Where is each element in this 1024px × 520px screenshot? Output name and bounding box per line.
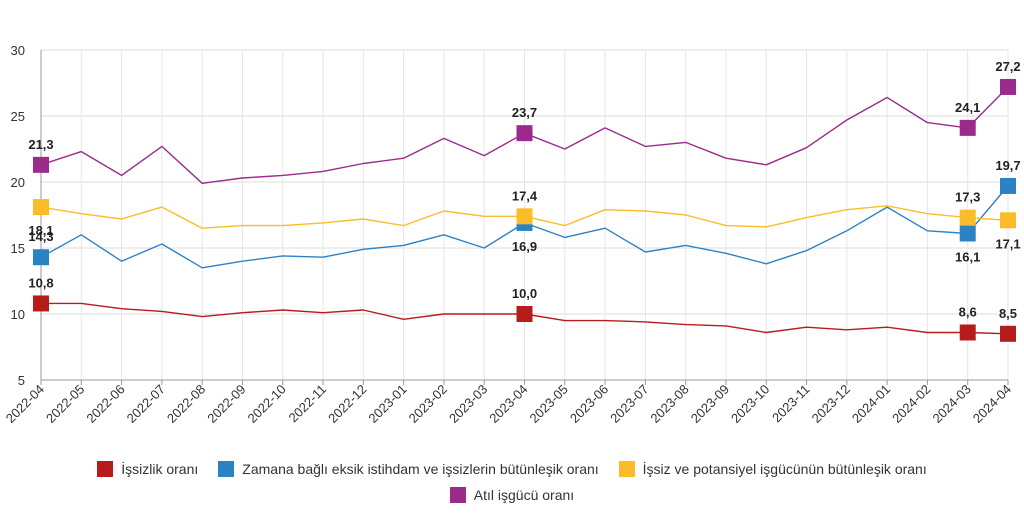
series-marker-2[interactable] [1000, 212, 1016, 229]
data-label-2: 17,4 [512, 188, 538, 203]
series-marker-3[interactable] [516, 125, 533, 142]
series-markers [33, 78, 1016, 342]
y-tick-label: 30 [11, 43, 25, 58]
x-axis: 2022-042022-052022-062022-072022-082022-… [3, 379, 1014, 426]
legend-item-atil[interactable]: Atıl işgücü oranı [449, 487, 575, 503]
data-label-1: 16,9 [512, 239, 537, 254]
series-marker-1[interactable] [959, 225, 976, 242]
y-tick-label: 25 [11, 109, 25, 124]
legend-row-1: İşsizlik oranı Zamana bağlı eksik istihd… [0, 456, 1024, 482]
series-marker-0[interactable] [33, 295, 49, 312]
legend-swatch-zamana-bagli [218, 461, 235, 477]
data-label-0: 8,5 [999, 306, 1017, 321]
legend-label-atil: Atıl işgücü oranı [473, 487, 575, 503]
x-tick-label: 2022-10 [245, 382, 289, 426]
series-marker-2[interactable] [33, 199, 49, 216]
x-tick-label: 2023-11 [769, 382, 813, 426]
x-tick-label: 2022-07 [124, 382, 168, 426]
x-tick-label: 2023-06 [567, 382, 611, 426]
legend-item-zamana-bagli[interactable]: Zamana bağlı eksik istihdam ve işsizleri… [218, 461, 599, 477]
legend-swatch-atil [449, 487, 466, 503]
data-label-3: 27,2 [995, 59, 1020, 74]
x-tick-label: 2023-05 [527, 382, 571, 426]
legend-row-2: Atıl işgücü oranı [0, 482, 1024, 508]
x-tick-label: 2023-08 [647, 382, 691, 426]
x-tick-label: 2022-11 [285, 382, 329, 426]
x-tick-label: 2024-01 [849, 382, 893, 426]
data-label-3: 21,3 [28, 137, 53, 152]
series-marker-1[interactable] [1000, 177, 1016, 194]
legend: İşsizlik oranı Zamana bağlı eksik istihd… [0, 456, 1024, 508]
data-label-0: 8,6 [959, 304, 977, 319]
x-tick-label: 2022-06 [83, 382, 127, 426]
x-tick-label: 2023-07 [607, 382, 651, 426]
series-marker-0[interactable] [516, 306, 533, 322]
data-labels: 10,8 10,0 8,6 8,5 14,3 16,9 16,1 19,7 18,1 17,4 17… [28, 59, 1020, 321]
series-marker-3[interactable] [959, 119, 976, 136]
data-label-3: 24,1 [955, 100, 980, 115]
data-label-0: 10,0 [512, 286, 537, 301]
series-marker-0[interactable] [959, 324, 976, 341]
data-label-1: 16,1 [955, 249, 980, 264]
x-tick-label: 2023-01 [365, 382, 409, 426]
series-marker-2[interactable] [516, 208, 533, 225]
legend-swatch-issizlik [97, 461, 114, 477]
series-marker-3[interactable] [1000, 78, 1016, 95]
data-label-1: 14,3 [28, 229, 53, 244]
x-tick-label: 2022-08 [164, 382, 208, 426]
series-marker-0[interactable] [1000, 325, 1016, 342]
legend-item-potansiyel[interactable]: İşsiz ve potansiyel işgücünün bütünleşik… [618, 461, 927, 477]
x-tick-label: 2022-09 [204, 382, 248, 426]
y-tick-label: 20 [11, 175, 25, 190]
legend-label-potansiyel: İşsiz ve potansiyel işgücünün bütünleşik… [642, 461, 927, 477]
x-tick-label: 2022-05 [43, 382, 87, 426]
y-tick-label: 15 [11, 241, 25, 256]
x-tick-label: 2024-02 [889, 382, 933, 426]
line-chart: 5 10 15 20 25 30 2022-042022-052022-062022-07… [3, 43, 1021, 426]
x-tick-label: 2024-04 [970, 382, 1014, 426]
legend-item-issizlik[interactable]: İşsizlik oranı [97, 461, 198, 477]
y-tick-label: 5 [18, 373, 25, 388]
y-axis: 5 10 15 20 25 30 [11, 43, 42, 388]
legend-swatch-potansiyel [618, 461, 635, 477]
x-tick-label: 2023-12 [809, 382, 853, 426]
series-marker-2[interactable] [959, 209, 976, 226]
series-marker-1[interactable] [33, 249, 49, 266]
x-tick-label: 2023-03 [446, 382, 490, 426]
x-tick-label: 2024-03 [929, 382, 973, 426]
x-tick-label: 2023-02 [406, 382, 450, 426]
data-label-2: 18,1 [28, 223, 53, 238]
legend-label-zamana-bagli: Zamana bağlı eksik istihdam ve işsizleri… [242, 461, 599, 477]
data-label-2: 17,1 [995, 236, 1020, 251]
x-tick-label: 2022-04 [3, 382, 47, 426]
x-tick-label: 2023-10 [728, 382, 772, 426]
x-tick-label: 2023-09 [688, 382, 732, 426]
x-tick-label: 2022-12 [325, 382, 369, 426]
y-tick-label: 10 [11, 307, 25, 322]
data-label-3: 23,7 [512, 105, 537, 120]
data-label-0: 10,8 [28, 275, 53, 290]
data-label-2: 17,3 [955, 190, 980, 205]
legend-label-issizlik: İşsizlik oranı [121, 461, 199, 477]
series-marker-3[interactable] [33, 156, 49, 173]
data-label-1: 19,7 [995, 158, 1020, 173]
x-tick-label: 2023-04 [486, 382, 530, 426]
